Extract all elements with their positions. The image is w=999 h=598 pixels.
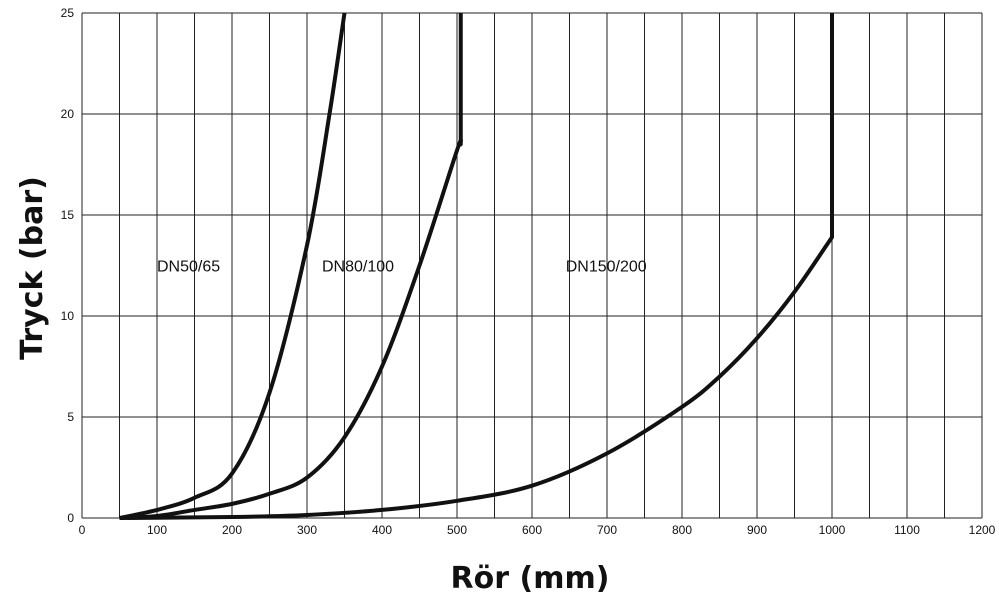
y-tick-label: 0	[67, 511, 74, 525]
y-tick-labels: 0 5 10 15 20 25	[61, 6, 75, 525]
region-labels: DN50/65 DN80/100 DN150/200	[157, 259, 647, 276]
y-tick-label: 5	[67, 410, 74, 424]
region-label-dn80-100: DN80/100	[322, 259, 394, 276]
region-label-dn150-200: DN150/200	[566, 259, 647, 276]
y-tick-label: 10	[61, 309, 75, 323]
x-tick-label: 300	[297, 523, 317, 537]
y-tick-label: 25	[61, 6, 75, 20]
x-tick-label: 400	[372, 523, 392, 537]
x-tick-labels: 0 100 200 300 400 500 600 700 800 900 1000 1100 1200	[79, 523, 996, 537]
x-tick-label: 800	[672, 523, 692, 537]
x-tick-label: 1200	[969, 523, 996, 537]
x-axis-title: Rör (mm)	[451, 561, 610, 596]
x-tick-label: 200	[222, 523, 242, 537]
x-tick-label: 0	[79, 523, 86, 537]
x-tick-label: 100	[147, 523, 167, 537]
x-tick-label: 500	[447, 523, 467, 537]
series-line-dn80-100	[119, 13, 463, 520]
x-tick-label: 1000	[819, 523, 846, 537]
series-lines	[119, 12, 834, 520]
series-line-dn150-200	[119, 13, 834, 520]
region-label-dn50-65: DN50/65	[157, 259, 220, 276]
x-tick-label: 1100	[894, 523, 920, 537]
y-tick-label: 20	[61, 107, 75, 121]
y-tick-label: 15	[61, 208, 75, 222]
y-axis-title: Tryck (bar)	[15, 176, 50, 360]
x-tick-label: 700	[597, 523, 617, 537]
x-tick-label: 600	[522, 523, 542, 537]
x-tick-label: 900	[747, 523, 767, 537]
series-line-dn50-65	[119, 12, 347, 520]
